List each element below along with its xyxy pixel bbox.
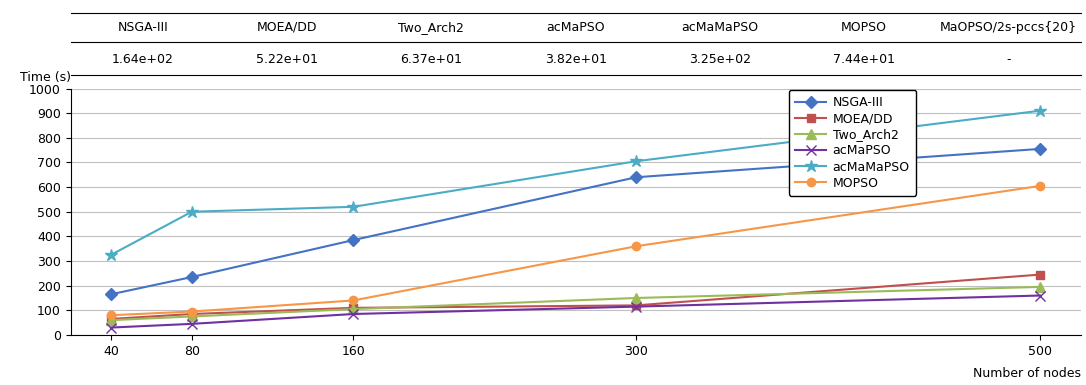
MOEA/DD: [1034, 272, 1047, 277]
Text: MOEA/DD: MOEA/DD: [256, 21, 317, 34]
Line: NSGA-III: NSGA-III: [106, 145, 1045, 298]
MOPSO: [630, 244, 643, 249]
Text: 7.44e+01: 7.44e+01: [833, 53, 895, 66]
Text: 5.22e+01: 5.22e+01: [256, 53, 318, 66]
MOPSO: [346, 298, 359, 303]
Line: MOPSO: MOPSO: [106, 182, 1045, 320]
NSGA-III: [1034, 147, 1047, 151]
Text: 3.25e+02: 3.25e+02: [689, 53, 750, 66]
acMaMaPSO: [104, 253, 117, 257]
MOPSO: [1034, 184, 1047, 188]
Two_Arch2: [630, 296, 643, 300]
Two_Arch2: [186, 314, 199, 319]
Text: 3.82e+01: 3.82e+01: [544, 53, 607, 66]
acMaMaPSO: [186, 209, 199, 214]
Text: Two_Arch2: Two_Arch2: [399, 21, 464, 34]
MOEA/DD: [186, 312, 199, 316]
Two_Arch2: [346, 307, 359, 311]
acMaPSO: [1034, 293, 1047, 298]
Text: Number of nodes: Number of nodes: [973, 367, 1081, 380]
Text: MOPSO: MOPSO: [842, 21, 887, 34]
Line: acMaMaPSO: acMaMaPSO: [104, 104, 1047, 261]
Line: acMaPSO: acMaPSO: [106, 291, 1045, 332]
MOPSO: [186, 309, 199, 314]
acMaPSO: [346, 312, 359, 316]
NSGA-III: [346, 238, 359, 243]
Text: Time (s): Time (s): [21, 70, 71, 84]
acMaPSO: [186, 321, 199, 326]
NSGA-III: [104, 292, 117, 296]
Text: acMaPSO: acMaPSO: [546, 21, 605, 34]
acMaPSO: [630, 304, 643, 309]
Text: 6.37e+01: 6.37e+01: [401, 53, 463, 66]
Legend: NSGA-III, MOEA/DD, Two_Arch2, acMaPSO, acMaMaPSO, MOPSO: NSGA-III, MOEA/DD, Two_Arch2, acMaPSO, a…: [788, 90, 915, 196]
acMaPSO: [104, 325, 117, 330]
Text: MaOPSO/2s-pccs{20}: MaOPSO/2s-pccs{20}: [939, 21, 1077, 34]
acMaMaPSO: [346, 204, 359, 209]
Text: NSGA-III: NSGA-III: [117, 21, 168, 34]
Text: -: -: [1006, 53, 1011, 66]
acMaMaPSO: [1034, 109, 1047, 113]
MOEA/DD: [630, 303, 643, 308]
Text: 1.64e+02: 1.64e+02: [112, 53, 174, 66]
Line: Two_Arch2: Two_Arch2: [106, 282, 1045, 325]
NSGA-III: [630, 175, 643, 179]
MOEA/DD: [346, 306, 359, 310]
acMaMaPSO: [630, 159, 643, 164]
Text: acMaMaPSO: acMaMaPSO: [681, 21, 758, 34]
Two_Arch2: [1034, 285, 1047, 289]
MOEA/DD: [104, 316, 117, 321]
MOPSO: [104, 313, 117, 318]
NSGA-III: [186, 275, 199, 280]
Line: MOEA/DD: MOEA/DD: [106, 270, 1045, 323]
Two_Arch2: [104, 318, 117, 323]
